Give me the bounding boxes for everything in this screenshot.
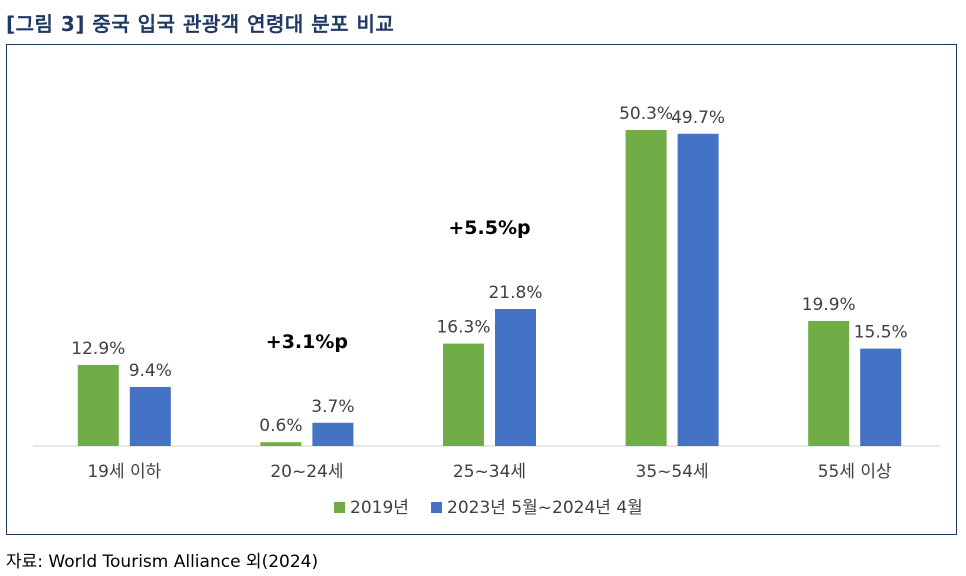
data-label: 9.4% (129, 361, 172, 381)
legend-label: 2023년 5월~2024년 4월 (447, 498, 643, 518)
data-label: 50.3% (619, 104, 673, 124)
x-tick-label: 55세 이상 (818, 462, 892, 482)
x-tick-label: 19세 이하 (87, 462, 161, 482)
bar-2023-4 (860, 348, 902, 446)
data-label: 0.6% (259, 416, 302, 436)
x-tick-label: 20~24세 (270, 462, 343, 482)
bar-2019-4 (808, 320, 850, 446)
bar-2019-1 (260, 442, 302, 446)
x-tick-label: 25~34세 (453, 462, 526, 482)
data-label: 19.9% (802, 295, 856, 315)
bar-2019-3 (625, 130, 667, 446)
legend-swatch-2019 (334, 502, 345, 513)
source-note: 자료: World Tourism Alliance 외(2024) (6, 552, 319, 572)
bar-2023-1 (312, 422, 354, 446)
bar-2019-0 (77, 364, 119, 446)
bar-2023-0 (129, 386, 171, 446)
annotation-label: +5.5%p (448, 217, 530, 239)
bar-2019-2 (443, 343, 484, 446)
data-label: 3.7% (311, 397, 354, 417)
data-label: 12.9% (71, 339, 125, 359)
data-label: 16.3% (436, 318, 490, 338)
data-label: 49.7% (671, 108, 725, 128)
x-tick-label: 35~54세 (636, 462, 709, 482)
bar-2023-3 (677, 133, 719, 446)
bar-2023-2 (495, 309, 536, 446)
data-label: 15.5% (854, 323, 908, 343)
data-label: 21.8% (488, 283, 542, 303)
annotation-label: +3.1%p (266, 331, 348, 353)
figure-title: [그림 3] 중국 입국 관광객 연령대 분포 비교 (6, 12, 395, 36)
chart-frame (6, 44, 957, 535)
legend-label: 2019년 (350, 498, 409, 518)
legend-swatch-2023 (431, 502, 442, 513)
